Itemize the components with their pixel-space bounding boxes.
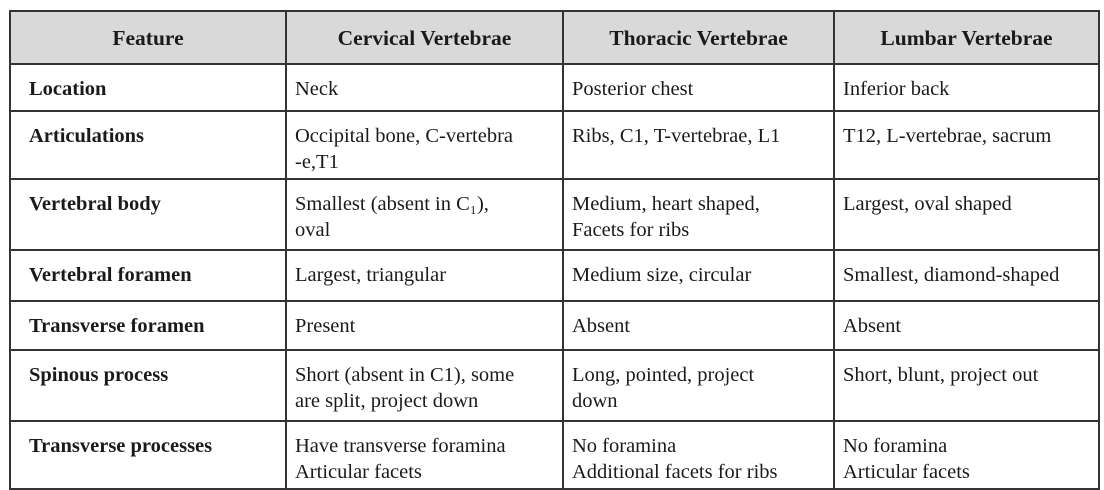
lumbar-cell: Inferior back <box>833 63 1100 112</box>
thoracic-cell: Long, pointed, project down <box>562 349 835 422</box>
cervical-cell: Neck <box>285 63 564 112</box>
thoracic-cell: Medium size, circular <box>562 249 835 302</box>
feature-cell: Location <box>9 63 287 112</box>
header-row: Feature Cervical Vertebrae Thoracic Vert… <box>9 10 1100 65</box>
feature-cell: Spinous process <box>9 349 287 422</box>
lumbar-cell: Short, blunt, project out <box>833 349 1100 422</box>
lumbar-cell: No foramina Articular facets <box>833 420 1100 490</box>
thoracic-cell: Posterior chest <box>562 63 835 112</box>
feature-cell: Articulations <box>9 110 287 180</box>
cervical-cell: Present <box>285 300 564 351</box>
thoracic-cell: Absent <box>562 300 835 351</box>
cervical-cell: Short (absent in C1), some are split, pr… <box>285 349 564 422</box>
thoracic-cell: No foramina Additional facets for ribs <box>562 420 835 490</box>
feature-cell: Transverse processes <box>9 420 287 490</box>
header-thoracic: Thoracic Vertebrae <box>562 10 835 65</box>
feature-cell: Transverse foramen <box>9 300 287 351</box>
table-row: Transverse processes Have transverse for… <box>9 420 1100 490</box>
table-row: Transverse foramen Present Absent Absent <box>9 300 1100 351</box>
feature-cell: Vertebral foramen <box>9 249 287 302</box>
table-row: Spinous process Short (absent in C1), so… <box>9 349 1100 422</box>
table-row: Articulations Occipital bone, C-vertebra… <box>9 110 1100 180</box>
vertebrae-comparison-table: Feature Cervical Vertebrae Thoracic Vert… <box>9 10 1100 490</box>
header-feature: Feature <box>9 10 287 65</box>
table-row: Vertebral foramen Largest, triangular Me… <box>9 249 1100 302</box>
cervical-cell: Have transverse foramina Articular facet… <box>285 420 564 490</box>
cervical-cell: Smallest (absent in C₁), oval <box>285 178 564 251</box>
thoracic-cell: Medium, heart shaped, Facets for ribs <box>562 178 835 251</box>
table-row: Vertebral body Smallest (absent in C₁), … <box>9 178 1100 251</box>
cervical-cell: Largest, triangular <box>285 249 564 302</box>
lumbar-cell: Largest, oval shaped <box>833 178 1100 251</box>
header-lumbar: Lumbar Vertebrae <box>833 10 1100 65</box>
header-cervical: Cervical Vertebrae <box>285 10 564 65</box>
lumbar-cell: Absent <box>833 300 1100 351</box>
thoracic-cell: Ribs, C1, T-vertebrae, L1 <box>562 110 835 180</box>
feature-cell: Vertebral body <box>9 178 287 251</box>
lumbar-cell: Smallest, diamond-shaped <box>833 249 1100 302</box>
table-row: Location Neck Posterior chest Inferior b… <box>9 63 1100 112</box>
lumbar-cell: T12, L-vertebrae, sacrum <box>833 110 1100 180</box>
cervical-cell: Occipital bone, C-vertebra -e,T1 <box>285 110 564 180</box>
